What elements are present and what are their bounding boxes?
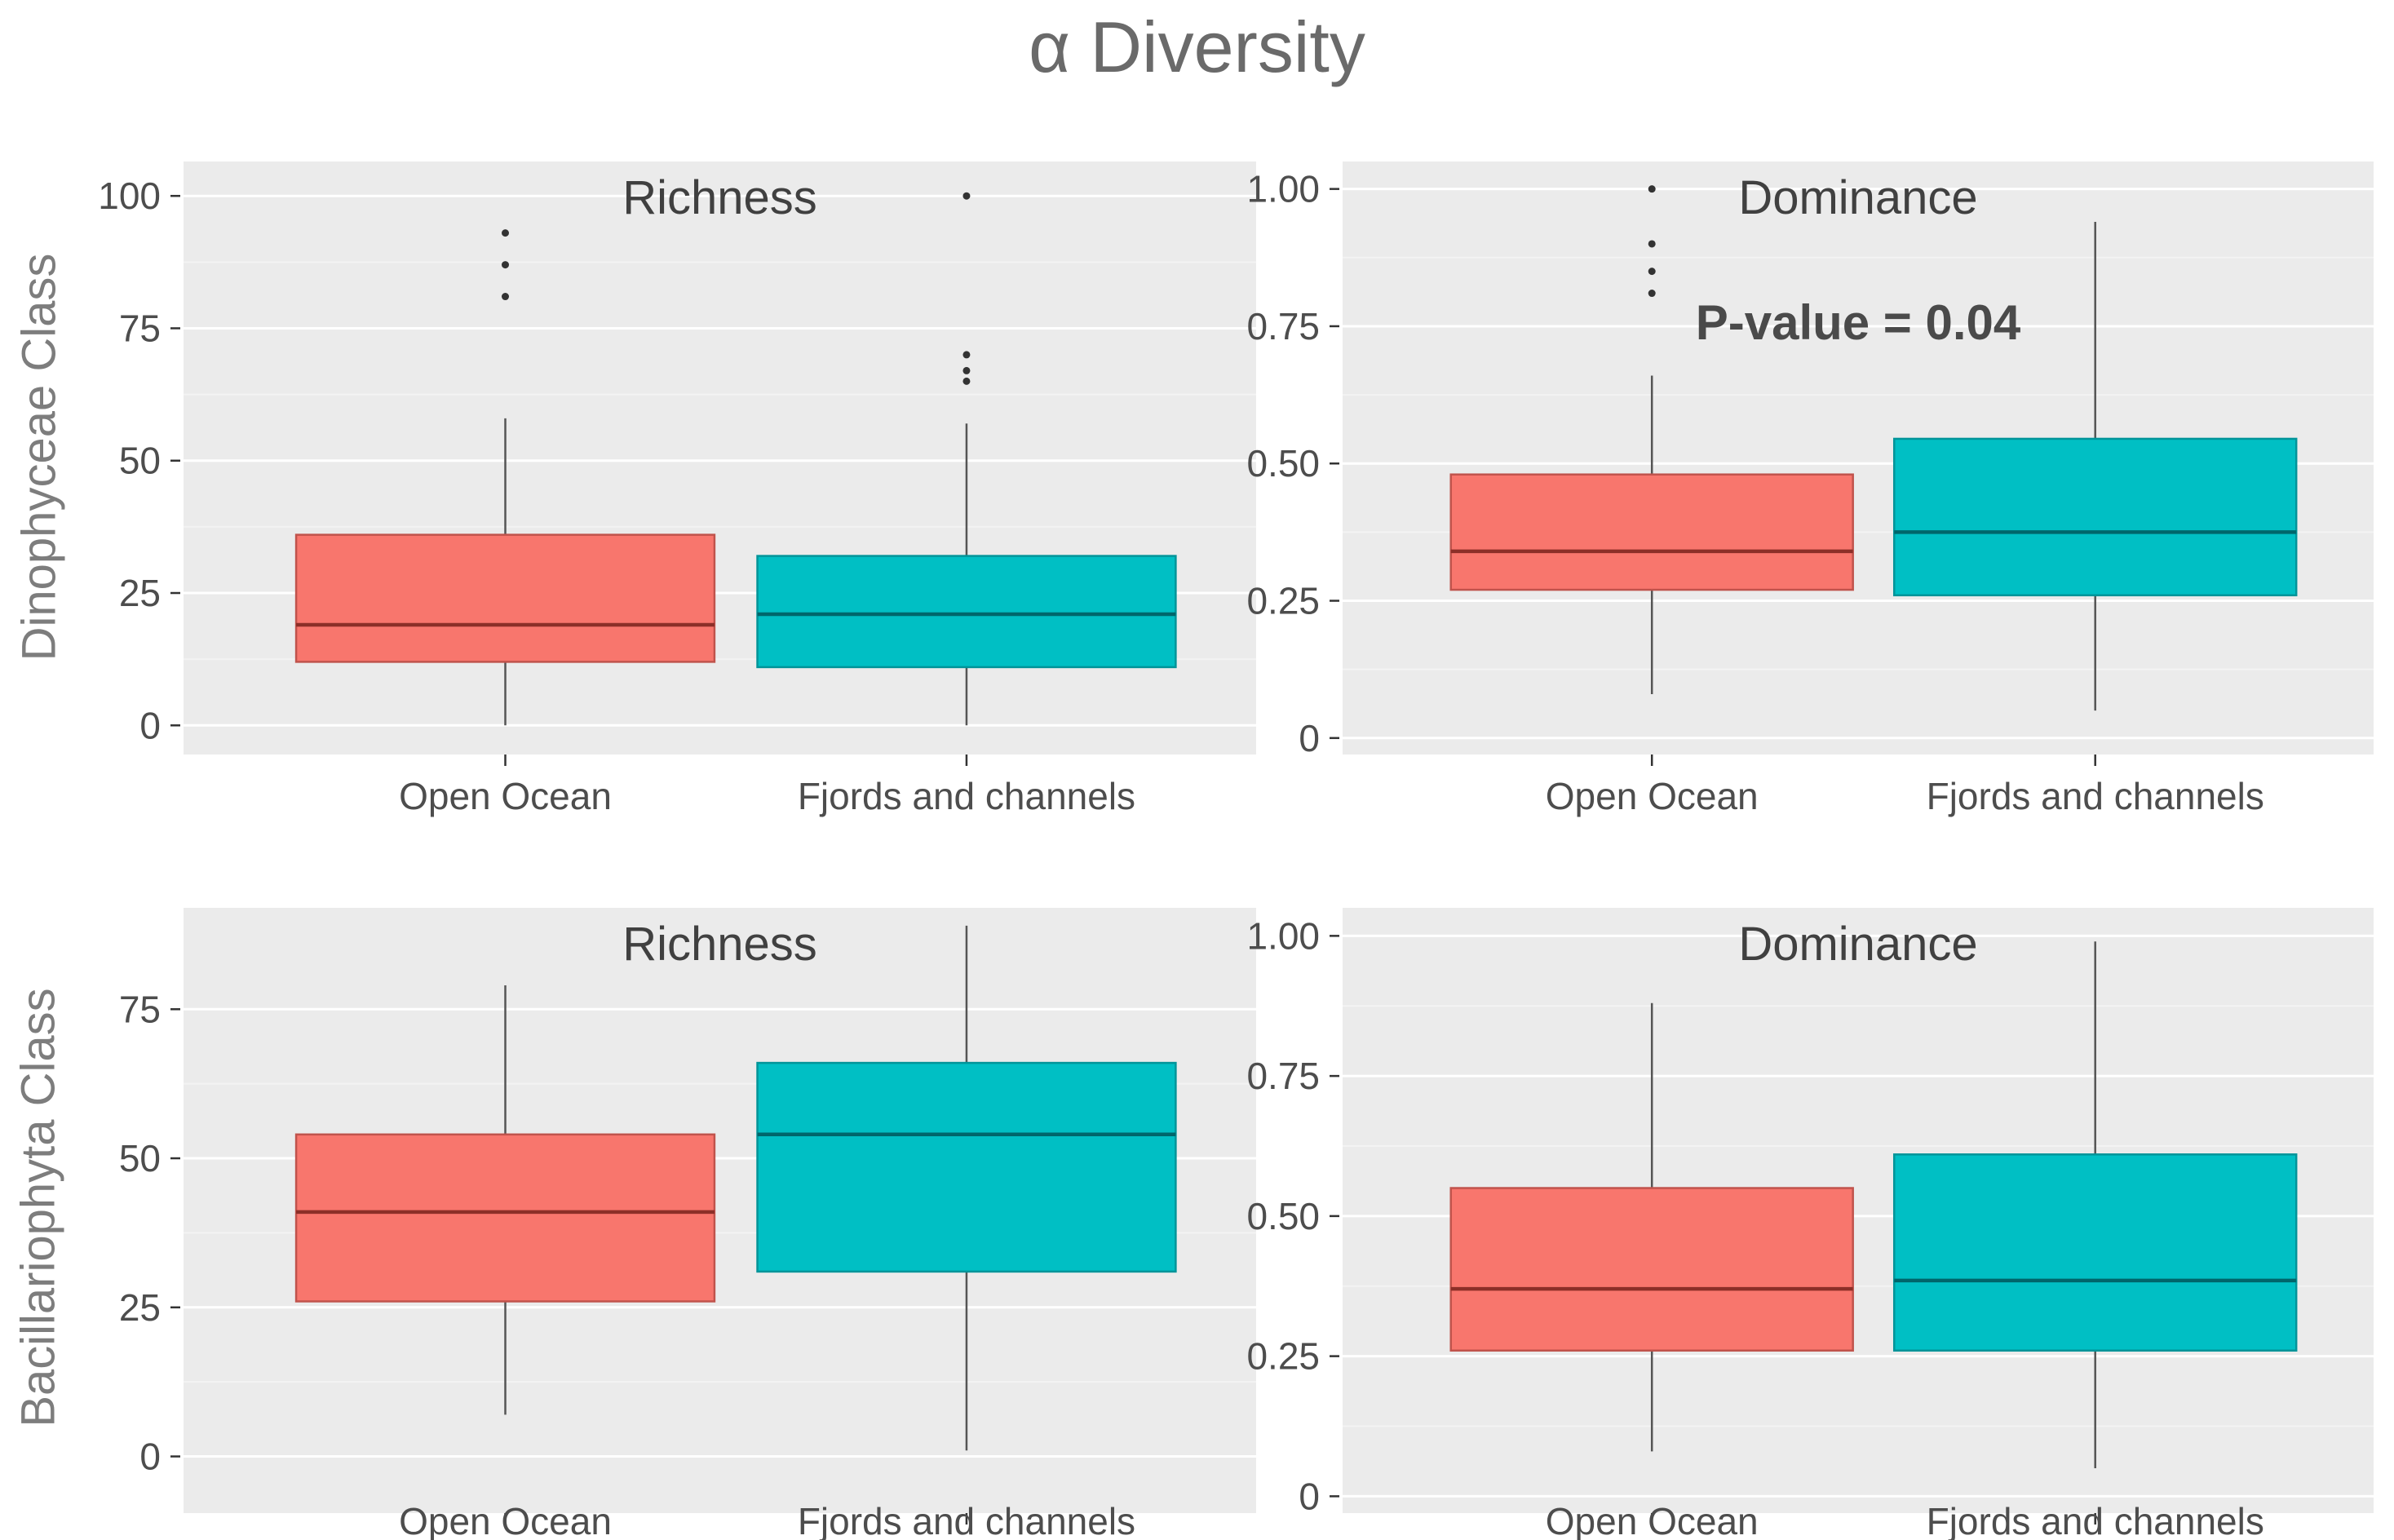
box-fjords-and-channels bbox=[756, 555, 1177, 669]
boxplot-bacillariophyta-dominance: 0 0.25 0.50 0.75 1.00 Open Ocean Fjords and ch… bbox=[1246, 908, 2374, 1540]
y-tick-label: 0.25 bbox=[1246, 580, 1320, 622]
figure-title: α Diversity bbox=[1029, 7, 1365, 87]
outlier-point-fjords-and-channels bbox=[962, 377, 971, 385]
y-tick-label: 0.75 bbox=[1246, 305, 1320, 347]
y-tick-label: 100 bbox=[98, 175, 161, 217]
box-fjords-and-channels bbox=[756, 1061, 1177, 1273]
boxplot-dinophyceae-dominance: 0 0.25 0.50 0.75 1.00 Open Ocean Fjords and ch… bbox=[1246, 162, 2374, 817]
box-fjords-and-channels bbox=[1892, 437, 2298, 597]
row-label-dinophyceae-wrap: Dinophyceae Class bbox=[0, 155, 77, 759]
y-tick-label: 75 bbox=[119, 307, 161, 349]
box-open-ocean bbox=[294, 533, 716, 663]
row-label-bacillariophyta: Bacillariophyta Class bbox=[12, 987, 65, 1427]
x-category-label-fjords-and-channels: Fjords and channels bbox=[1927, 1500, 2264, 1540]
x-category-label-fjords-and-channels: Fjords and channels bbox=[1927, 775, 2264, 817]
y-tick-label: 0.50 bbox=[1246, 442, 1320, 485]
outlier-point-open-ocean bbox=[502, 261, 509, 269]
box-open-ocean bbox=[1449, 1187, 1854, 1352]
y-tick-label: 0 bbox=[1299, 1475, 1320, 1517]
y-tick-label: 0.75 bbox=[1246, 1055, 1320, 1097]
boxplot-dinophyceae-richness: 0 25 50 75 100 Open Ocean Fjords and channels R… bbox=[98, 162, 1256, 817]
y-tick-label: 0.50 bbox=[1246, 1195, 1320, 1237]
boxplot-bacillariophyta-richness: 0 25 50 75 Open Ocean Fjords and channels Rich… bbox=[119, 908, 1256, 1540]
y-tick-label: 1.00 bbox=[1246, 914, 1320, 957]
panel-title: Richness bbox=[622, 171, 817, 224]
outlier-point-open-ocean bbox=[1648, 185, 1656, 193]
outlier-point-open-ocean bbox=[1648, 268, 1656, 276]
box-open-ocean bbox=[294, 1133, 716, 1303]
outlier-point-open-ocean bbox=[1648, 240, 1656, 248]
y-tick-label: 50 bbox=[119, 1137, 161, 1179]
outlier-point-fjords-and-channels bbox=[962, 351, 971, 359]
box-fjords-and-channels bbox=[1892, 1153, 2298, 1352]
y-tick-label: 0 bbox=[139, 1436, 161, 1478]
p-value-annotation: P-value = 0.04 bbox=[1696, 295, 2021, 350]
row-label-dinophyceae: Dinophyceae Class bbox=[12, 253, 65, 661]
x-category-label-open-ocean: Open Ocean bbox=[1546, 775, 1759, 817]
y-tick-label: 0 bbox=[139, 704, 161, 746]
y-tick-label: 1.00 bbox=[1246, 168, 1320, 210]
panel-title: Dominance bbox=[1738, 918, 1977, 971]
y-tick-label: 25 bbox=[119, 572, 161, 614]
x-category-label-open-ocean: Open Ocean bbox=[399, 1500, 612, 1540]
x-category-label-open-ocean: Open Ocean bbox=[1546, 1500, 1759, 1540]
y-tick-label: 0 bbox=[1299, 717, 1320, 759]
y-tick-label: 0.25 bbox=[1246, 1335, 1320, 1378]
outlier-point-open-ocean bbox=[502, 293, 509, 301]
outlier-point-fjords-and-channels bbox=[962, 192, 971, 200]
panel-title: Richness bbox=[622, 918, 817, 971]
box-open-ocean bbox=[1449, 473, 1854, 591]
y-tick-label: 50 bbox=[119, 440, 161, 482]
x-category-label-open-ocean: Open Ocean bbox=[399, 775, 612, 817]
outlier-point-open-ocean bbox=[502, 229, 509, 237]
y-tick-label: 25 bbox=[119, 1286, 161, 1329]
x-category-label-fjords-and-channels: Fjords and channels bbox=[798, 775, 1135, 817]
outlier-point-fjords-and-channels bbox=[962, 366, 971, 374]
row-label-bacillariophyta-wrap: Bacillariophyta Class bbox=[0, 889, 77, 1525]
panel-title: Dominance bbox=[1738, 171, 1977, 224]
outlier-point-open-ocean bbox=[1648, 290, 1656, 298]
x-category-label-fjords-and-channels: Fjords and channels bbox=[798, 1500, 1135, 1540]
y-tick-label: 75 bbox=[119, 988, 161, 1030]
